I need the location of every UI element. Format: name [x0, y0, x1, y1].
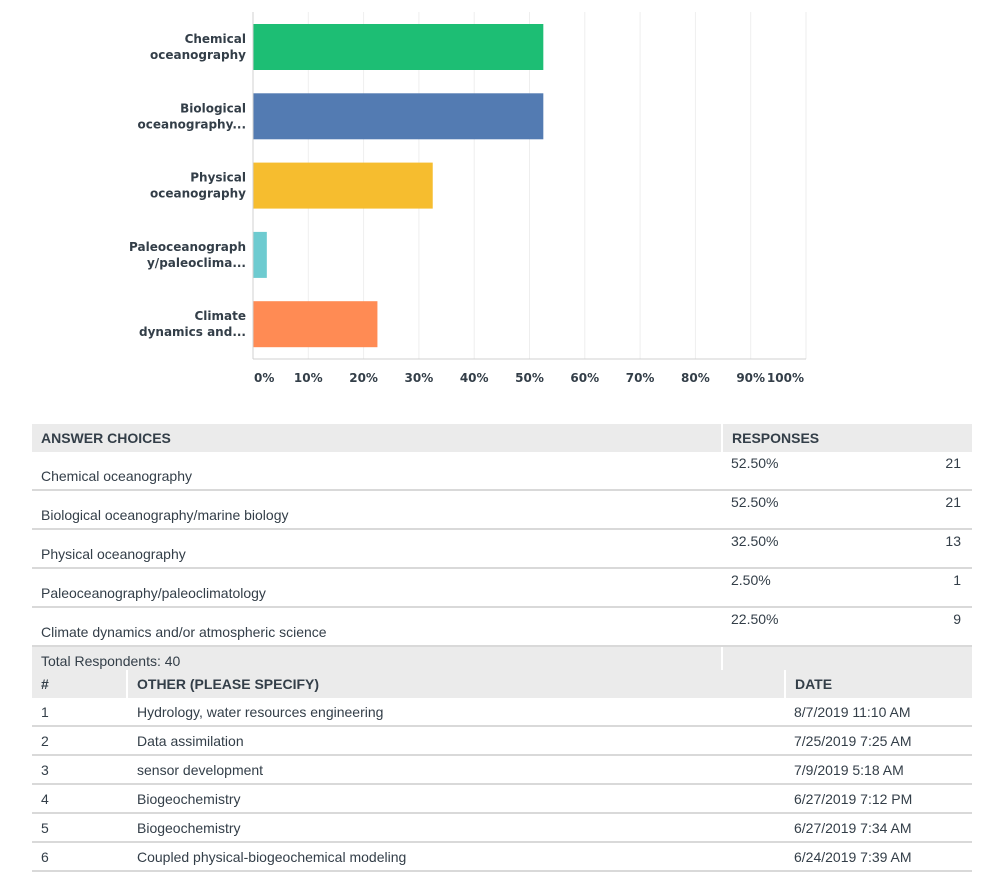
x-tick-label: 80% [681, 371, 710, 385]
response-percent: 22.50% [722, 607, 902, 647]
x-tick-label: 0% [254, 371, 274, 385]
response-date: 7/25/2019 7:25 AM [785, 726, 972, 756]
other-responses-table: # OTHER (PLEASE SPECIFY) DATE 1 Hydrolog… [32, 670, 972, 872]
bar-chart: Chemical oceanography Biological oceanograp… [129, 12, 807, 385]
response-percent: 2.50% [722, 568, 902, 608]
category-label: y/paleoclima... [147, 256, 246, 270]
answers-header-row: ANSWER CHOICES RESPONSES [32, 424, 972, 452]
response-date: 6/27/2019 7:34 AM [785, 813, 972, 843]
response-percent: 52.50% [722, 452, 902, 491]
answer-choice: Physical oceanography [32, 529, 722, 569]
answer-choices-table: ANSWER CHOICES RESPONSES Chemical oceano… [32, 424, 972, 675]
answer-row: Biological oceanography/marine biology 5… [32, 490, 972, 530]
other-row: 3 sensor development 7/9/2019 5:18 AM [32, 755, 972, 785]
x-tick-label: 100% [767, 371, 804, 385]
other-text: Biogeochemistry [127, 813, 785, 843]
response-count: 21 [902, 490, 972, 530]
bar [253, 231, 267, 278]
bar [253, 162, 433, 209]
other-text: Hydrology, water resources engineering [127, 698, 785, 727]
response-count: 13 [902, 529, 972, 569]
x-tick-label: 90% [736, 371, 765, 385]
answer-choice: Chemical oceanography [32, 452, 722, 491]
number-header: # [32, 670, 127, 698]
x-tick-label: 40% [460, 371, 489, 385]
response-date: 7/9/2019 5:18 AM [785, 755, 972, 785]
category-label: dynamics and... [139, 325, 246, 339]
other-row: 1 Hydrology, water resources engineering… [32, 698, 972, 727]
bar [253, 301, 378, 348]
response-count: 1 [902, 568, 972, 608]
answer-row: Physical oceanography 32.50% 13 [32, 529, 972, 569]
category-label: oceanography [150, 48, 246, 62]
row-number: 4 [32, 784, 128, 814]
response-date: 6/24/2019 7:39 AM [785, 842, 972, 872]
response-count: 21 [902, 452, 972, 491]
other-row: 4 Biogeochemistry 6/27/2019 7:12 PM [32, 784, 972, 814]
category-label: Biological [180, 101, 246, 115]
other-text: Coupled physical-biogeochemical modeling [127, 842, 785, 872]
response-date: 8/7/2019 11:10 AM [785, 698, 972, 727]
answer-row: Paleoceanography/paleoclimatology 2.50% … [32, 568, 972, 608]
answer-choice: Biological oceanography/marine biology [32, 490, 722, 530]
x-tick-label: 70% [626, 371, 655, 385]
x-tick-label: 60% [570, 371, 599, 385]
response-date: 6/27/2019 7:12 PM [785, 784, 972, 814]
other-row: 6 Coupled physical-biogeochemical modeli… [32, 842, 972, 872]
answer-row: Chemical oceanography 52.50% 21 [32, 452, 972, 491]
category-label: Chemical [185, 32, 246, 46]
row-number: 2 [32, 726, 128, 756]
x-tick-label: 50% [515, 371, 544, 385]
date-header: DATE [784, 670, 972, 698]
bar [253, 24, 544, 70]
other-row: 2 Data assimilation 7/25/2019 7:25 AM [32, 726, 972, 756]
row-number: 3 [32, 755, 128, 785]
other-specify-header: OTHER (PLEASE SPECIFY) [126, 670, 785, 698]
category-label: Physical [190, 171, 246, 185]
answer-row: Climate dynamics and/or atmospheric scie… [32, 607, 972, 647]
x-tick-label: 30% [405, 371, 434, 385]
answer-choice: Paleoceanography/paleoclimatology [32, 568, 722, 608]
category-label: oceanography... [137, 117, 246, 131]
other-text: Data assimilation [127, 726, 785, 756]
answer-choices-header: ANSWER CHOICES [32, 424, 722, 452]
category-label: oceanography [150, 187, 246, 201]
other-text: Biogeochemistry [127, 784, 785, 814]
response-percent: 32.50% [722, 529, 902, 569]
responses-header: RESPONSES [721, 424, 972, 452]
bar [253, 93, 544, 140]
answer-choice: Climate dynamics and/or atmospheric scie… [32, 607, 722, 647]
category-label: Climate [194, 309, 246, 323]
response-count: 9 [902, 607, 972, 647]
category-label: Paleoceanograph [129, 240, 246, 254]
other-text: sensor development [127, 755, 785, 785]
row-number: 5 [32, 813, 128, 843]
row-number: 1 [32, 698, 128, 727]
row-number: 6 [32, 842, 128, 872]
x-tick-label: 10% [294, 371, 323, 385]
x-tick-label: 20% [349, 371, 378, 385]
other-row: 5 Biogeochemistry 6/27/2019 7:34 AM [32, 813, 972, 843]
response-percent: 52.50% [722, 490, 902, 530]
other-header-row: # OTHER (PLEASE SPECIFY) DATE [32, 670, 972, 698]
